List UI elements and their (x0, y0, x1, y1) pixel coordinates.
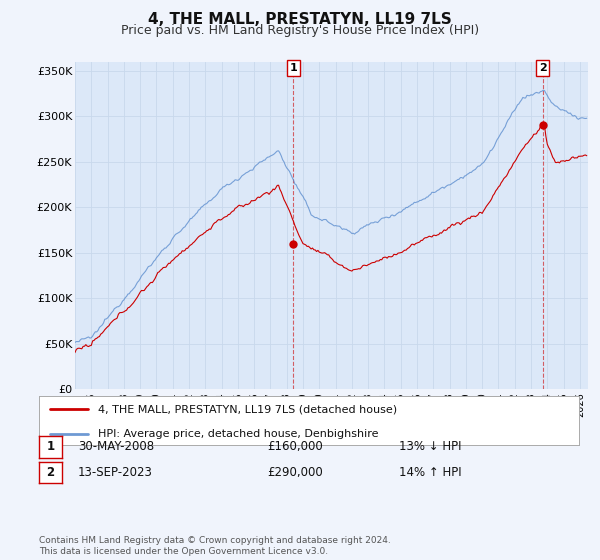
Text: 2: 2 (539, 63, 547, 73)
Text: 1: 1 (46, 440, 55, 454)
Text: £160,000: £160,000 (267, 440, 323, 454)
Text: 1: 1 (290, 63, 297, 73)
Text: 2: 2 (46, 466, 55, 479)
Text: 14% ↑ HPI: 14% ↑ HPI (399, 466, 461, 479)
Text: Price paid vs. HM Land Registry's House Price Index (HPI): Price paid vs. HM Land Registry's House … (121, 24, 479, 36)
Text: 13% ↓ HPI: 13% ↓ HPI (399, 440, 461, 454)
Text: HPI: Average price, detached house, Denbighshire: HPI: Average price, detached house, Denb… (98, 430, 379, 440)
Text: 30-MAY-2008: 30-MAY-2008 (78, 440, 154, 454)
Text: 4, THE MALL, PRESTATYN, LL19 7LS (detached house): 4, THE MALL, PRESTATYN, LL19 7LS (detach… (98, 404, 398, 414)
Text: £290,000: £290,000 (267, 466, 323, 479)
Text: 4, THE MALL, PRESTATYN, LL19 7LS: 4, THE MALL, PRESTATYN, LL19 7LS (148, 12, 452, 27)
Text: Contains HM Land Registry data © Crown copyright and database right 2024.
This d: Contains HM Land Registry data © Crown c… (39, 536, 391, 556)
Text: 13-SEP-2023: 13-SEP-2023 (78, 466, 153, 479)
